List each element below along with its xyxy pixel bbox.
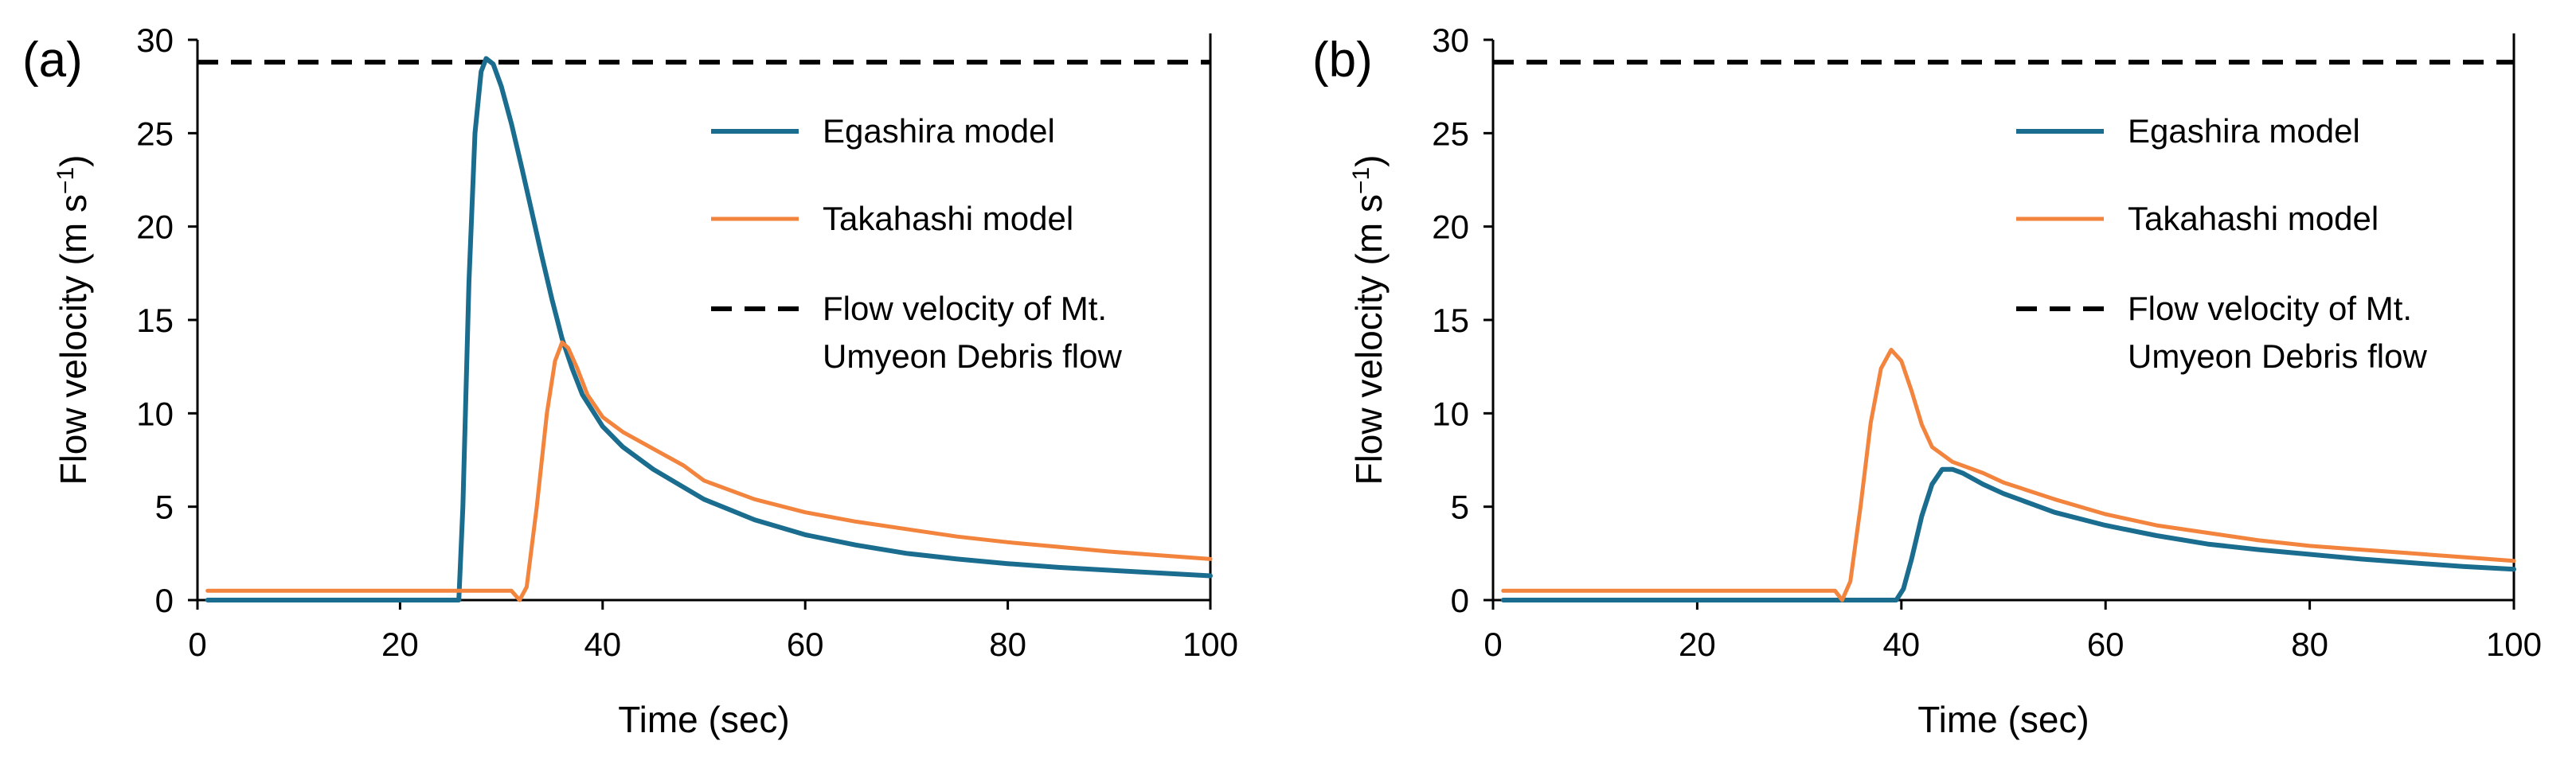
- y-tick-label: 5: [155, 489, 174, 526]
- y-tick-label: 30: [1432, 21, 1469, 59]
- y-tick-label: 25: [136, 115, 174, 152]
- y-tick-label: 10: [1432, 395, 1469, 432]
- series-line-takahashi: [1501, 348, 2516, 602]
- x-tick-label: 60: [787, 626, 824, 663]
- x-tick-label: 80: [2291, 626, 2328, 663]
- y-tick-label: 15: [136, 302, 174, 339]
- legend-label-egashira: Egashira model: [2128, 112, 2360, 150]
- x-tick-label: 60: [2087, 626, 2125, 663]
- series-line-egashira: [205, 56, 1213, 602]
- y-tick-label: 10: [136, 395, 174, 432]
- x-tick-label: 40: [1882, 626, 1920, 663]
- legend-label-takahashi: Takahashi model: [823, 200, 1073, 237]
- x-tick-label: 20: [1679, 626, 1716, 663]
- x-tick-label: 0: [1483, 626, 1502, 663]
- x-tick-label: 20: [381, 626, 419, 663]
- y-axis-label: Flow velocity (m s−1): [53, 154, 94, 485]
- y-tick-label: 20: [1432, 209, 1469, 246]
- legend-label-observed-line1: Flow velocity of Mt.: [2128, 290, 2412, 327]
- y-tick-label: 0: [155, 582, 174, 619]
- chart-panel-a: (a) 0 5 10 15 20 25 30 0 20 40 60 80 100 Time (sec) Flo…: [22, 21, 1238, 740]
- legend: Egashira model Takahashi model Flow veloci…: [2016, 112, 2427, 375]
- chart-panel-b: (b) 0 5 10 15 20 25 30 0 20 40 60 80 100 Time (sec) Flo…: [1312, 21, 2542, 740]
- y-tick-label: 25: [1432, 115, 1469, 152]
- series-line-takahashi: [205, 340, 1213, 602]
- x-tick-label: 80: [989, 626, 1026, 663]
- y-tick-label: 5: [1451, 489, 1469, 526]
- legend-label-observed-line2: Umyeon Debris flow: [2128, 337, 2427, 375]
- legend: Egashira model Takahashi model Flow veloci…: [711, 112, 1122, 375]
- y-tick-label: 30: [136, 21, 174, 59]
- series-line-egashira: [1500, 466, 2516, 602]
- x-tick-label: 100: [1182, 626, 1238, 663]
- x-tick-label: 100: [2486, 626, 2542, 663]
- x-tick-label: 0: [188, 626, 206, 663]
- y-axis-label: Flow velocity (m s−1): [1348, 154, 1390, 485]
- y-tick-label: 0: [1451, 582, 1469, 619]
- x-tick-label: 40: [584, 626, 621, 663]
- x-axis-label: Time (sec): [1917, 699, 2089, 740]
- x-axis-label: Time (sec): [618, 699, 790, 740]
- legend-label-egashira: Egashira model: [823, 112, 1055, 150]
- panel-label: (a): [22, 33, 83, 88]
- legend-label-observed-line2: Umyeon Debris flow: [823, 337, 1122, 375]
- y-tick-label: 15: [1432, 302, 1469, 339]
- legend-label-observed-line1: Flow velocity of Mt.: [823, 290, 1107, 327]
- legend-label-takahashi: Takahashi model: [2128, 200, 2379, 237]
- panel-label: (b): [1312, 33, 1373, 88]
- y-tick-label: 20: [136, 209, 174, 246]
